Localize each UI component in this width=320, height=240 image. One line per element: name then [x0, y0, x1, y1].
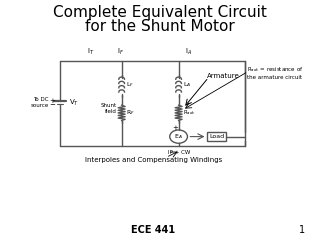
Text: R$_F$: R$_F$ — [126, 108, 135, 117]
Text: V$_T$: V$_T$ — [69, 98, 80, 108]
Text: R$_{adc}$: R$_{adc}$ — [183, 108, 196, 117]
Text: I$_T$: I$_T$ — [87, 47, 94, 57]
Text: 1: 1 — [299, 225, 305, 235]
Text: I$_F$: I$_F$ — [116, 47, 124, 57]
Text: ECE 441: ECE 441 — [131, 225, 175, 235]
Text: Armature: Armature — [207, 73, 240, 79]
FancyBboxPatch shape — [207, 132, 226, 141]
Text: Shunt
field: Shunt field — [101, 103, 117, 114]
Text: Interpoles and Compensating Windings: Interpoles and Compensating Windings — [85, 157, 222, 163]
Text: I$_A$: I$_A$ — [185, 47, 192, 57]
Text: for the Shunt Motor: for the Shunt Motor — [85, 19, 235, 34]
Text: IP + CW: IP + CW — [168, 150, 190, 155]
Text: +: + — [172, 125, 178, 131]
Text: L$_F$: L$_F$ — [126, 80, 134, 89]
Text: R$_{adc}$ = resistance of
the armature circuit: R$_{adc}$ = resistance of the armature c… — [247, 66, 303, 80]
Text: Load: Load — [209, 134, 224, 139]
Text: +: + — [49, 97, 55, 103]
Text: L$_A$: L$_A$ — [183, 80, 191, 89]
Text: To DC
source: To DC source — [31, 97, 49, 108]
Text: Complete Equivalent Circuit: Complete Equivalent Circuit — [53, 5, 267, 20]
Text: E$_A$: E$_A$ — [174, 132, 183, 141]
Text: −: − — [49, 102, 55, 108]
